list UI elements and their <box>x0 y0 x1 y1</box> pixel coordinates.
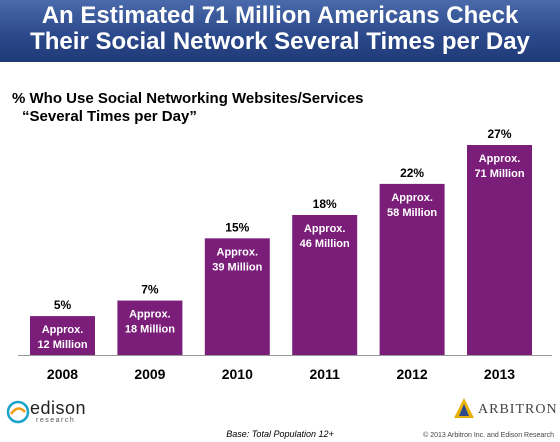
bar-annotation-2011-2: 46 Million <box>300 238 350 250</box>
page-title: An Estimated 71 Million Americans Check … <box>0 3 560 55</box>
value-label-2012: 22% <box>400 166 424 180</box>
chart-title: % Who Use Social Networking Websites/Ser… <box>12 90 364 107</box>
bar-2009 <box>117 300 183 355</box>
bar-2011 <box>292 215 358 355</box>
value-label-2008: 5% <box>54 298 72 312</box>
bar-2012 <box>379 183 445 355</box>
bar-annotation-2013-2: 71 Million <box>474 168 524 180</box>
bar-annotation-2009-2: 18 Million <box>125 324 175 336</box>
arbitron-logo-name: ARBITRON <box>478 402 558 417</box>
value-label-2013: 27% <box>487 127 511 141</box>
x-tick-label-2009: 2009 <box>134 366 165 382</box>
title-line-1: An Estimated 71 Million Americans Check <box>41 2 519 29</box>
edison-logo: edison research <box>4 398 114 428</box>
arbitron-logo: ARBITRON <box>452 394 560 424</box>
x-tick-label-2008: 2008 <box>47 366 78 382</box>
arbitron-triangle-icon <box>454 398 474 418</box>
bar-annotation-2008-1: Approx. <box>42 324 84 336</box>
footer-copyright: © 2013 Arbitron Inc. and Edison Research <box>423 432 554 439</box>
value-label-2009: 7% <box>141 283 159 297</box>
bar-annotation-2011-1: Approx. <box>304 223 346 235</box>
x-tick-label-2011: 2011 <box>310 366 341 382</box>
bar-2008 <box>30 316 95 355</box>
bar-annotation-2010-1: Approx. <box>217 246 259 258</box>
edison-swirl-icon <box>6 400 30 424</box>
header-banner <box>0 0 560 62</box>
bar-annotation-2008-2: 12 Million <box>37 339 87 351</box>
edison-logo-name: edison <box>30 398 87 418</box>
x-tick-label-2010: 2010 <box>222 366 253 382</box>
bar-annotation-2010-2: 39 Million <box>212 261 262 273</box>
chart-subtitle-quote: “Several Times per Day” <box>22 108 197 125</box>
bar-annotation-2012-2: 58 Million <box>387 207 437 219</box>
x-tick-label-2012: 2012 <box>397 366 428 382</box>
bar-2013 <box>467 145 532 355</box>
bar-2010 <box>204 238 270 355</box>
chart-subtitle: % Who Use Social Networking Websites/Ser… <box>12 90 364 126</box>
x-tick-label-2013: 2013 <box>484 366 515 382</box>
bar-annotation-2013-1: Approx. <box>479 153 521 165</box>
value-label-2010: 15% <box>225 220 249 234</box>
edison-logo-sub: research <box>36 417 76 424</box>
bar-annotation-2009-1: Approx. <box>129 309 171 321</box>
footer-base-note: Base: Total Population 12+ <box>226 429 334 439</box>
title-line-2: Their Social Network Several Times per D… <box>30 28 530 55</box>
value-label-2011: 18% <box>313 197 337 211</box>
bar-annotation-2012-1: Approx. <box>391 192 433 204</box>
